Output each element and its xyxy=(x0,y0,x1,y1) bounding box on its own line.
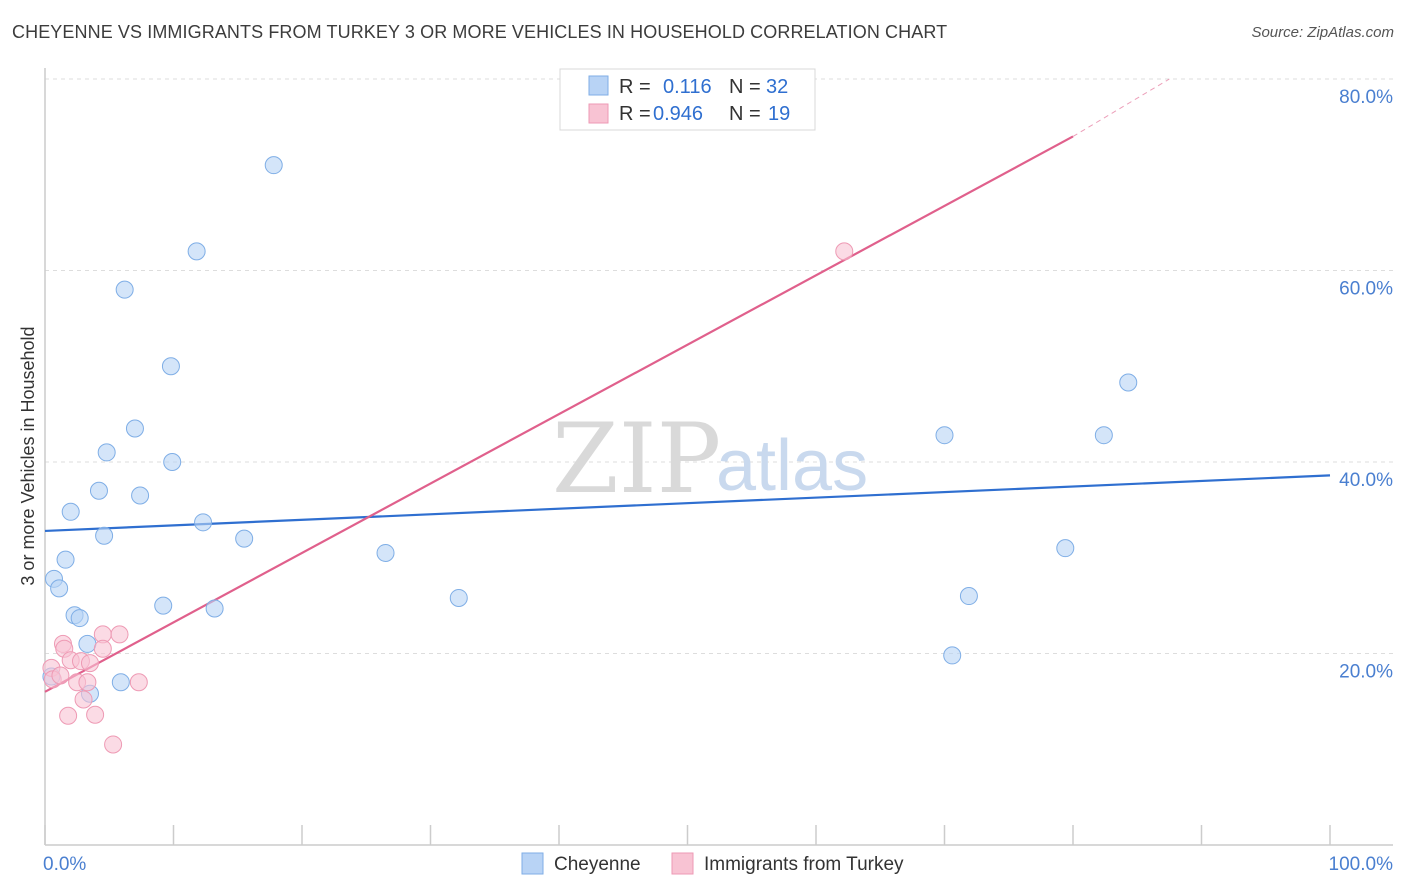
cheyenne-point xyxy=(449,588,468,607)
cheyenne-point xyxy=(1094,426,1113,445)
cheyenne-point xyxy=(376,543,395,562)
turkey-point xyxy=(835,242,854,261)
turkey-point xyxy=(104,735,123,754)
cheyenne-point xyxy=(95,526,114,545)
watermark-zip: ZIP xyxy=(552,403,721,515)
trend-line-extension-turkey xyxy=(1072,78,1170,137)
turkey-point xyxy=(80,654,99,673)
cheyenne-point xyxy=(131,486,150,505)
trend-layer xyxy=(44,78,1331,693)
cheyenne-point xyxy=(56,550,75,569)
turkey-point xyxy=(93,639,112,658)
cheyenne-point xyxy=(935,426,954,445)
cheyenne-point xyxy=(943,646,962,665)
y-tick-label: 80.0% xyxy=(1339,87,1393,108)
legend-n-value-1: 32 xyxy=(766,76,788,98)
cheyenne-point xyxy=(97,443,116,462)
x-tick-label-min: 0.0% xyxy=(43,854,86,875)
cheyenne-point xyxy=(235,529,254,548)
trend-line-cheyenne xyxy=(44,474,1331,533)
legend-n-label-2: N = xyxy=(729,103,761,125)
stats-legend: R = 0.116 N = 32 R = 0.946 N = 19 xyxy=(559,68,816,131)
turkey-point xyxy=(110,625,129,644)
point-layer xyxy=(42,156,1138,754)
cheyenne-point xyxy=(264,156,283,175)
bottom-legend-label-cheyenne: Cheyenne xyxy=(554,854,641,875)
y-tick-label: 60.0% xyxy=(1339,279,1393,300)
cheyenne-point xyxy=(89,481,108,500)
x-tick-label-max: 100.0% xyxy=(1329,854,1394,875)
legend-swatch-cheyenne xyxy=(588,75,609,96)
cheyenne-point xyxy=(205,599,224,618)
legend-swatch-turkey xyxy=(588,103,609,124)
cheyenne-point xyxy=(78,634,97,653)
turkey-point xyxy=(129,673,148,692)
turkey-point xyxy=(51,666,70,685)
cheyenne-point xyxy=(115,280,134,299)
cheyenne-point xyxy=(154,596,173,615)
watermark: ZIP atlas xyxy=(552,403,868,515)
legend-n-value-2: 19 xyxy=(768,103,790,125)
bottom-legend-swatch-cheyenne xyxy=(521,852,544,875)
turkey-point xyxy=(86,705,105,724)
cheyenne-point xyxy=(125,419,144,438)
cheyenne-point xyxy=(194,513,213,532)
bottom-legend-label-turkey: Immigrants from Turkey xyxy=(704,854,904,875)
turkey-point xyxy=(59,706,78,725)
grid-layer xyxy=(45,78,1393,654)
y-tick-label: 40.0% xyxy=(1339,470,1393,491)
cheyenne-point xyxy=(70,609,89,628)
legend-r-value-2: 0.946 xyxy=(653,103,703,125)
legend-r-label-2: R = xyxy=(619,103,651,125)
source-credit: Source: ZipAtlas.com xyxy=(1251,24,1394,41)
legend-r-value-1: 0.116 xyxy=(663,76,712,98)
cheyenne-point xyxy=(1056,539,1075,558)
y-tick-label: 20.0% xyxy=(1339,662,1393,683)
cheyenne-point xyxy=(1119,373,1138,392)
cheyenne-point xyxy=(50,579,69,598)
y-axis-label: 3 or more Vehicles in Household xyxy=(18,326,38,585)
trend-line-turkey xyxy=(44,135,1074,693)
cheyenne-point xyxy=(161,357,180,376)
axis-layer: 20.0% 40.0% 60.0% 80.0% 0.0% 100.0% xyxy=(43,68,1393,875)
cheyenne-point xyxy=(61,502,80,521)
series-legend: Cheyenne Immigrants from Turkey xyxy=(521,852,904,875)
watermark-atlas: atlas xyxy=(716,426,868,506)
cheyenne-point xyxy=(111,673,130,692)
bottom-legend-swatch-turkey xyxy=(671,852,694,875)
turkey-point xyxy=(74,690,93,709)
cheyenne-point xyxy=(187,242,206,261)
cheyenne-point xyxy=(163,453,182,471)
turkey-point xyxy=(78,673,97,692)
legend-r-label-1: R = xyxy=(619,76,651,98)
chart-title: CHEYENNE VS IMMIGRANTS FROM TURKEY 3 OR … xyxy=(12,22,948,42)
cheyenne-point xyxy=(959,587,978,606)
legend-n-label-1: N = xyxy=(729,76,761,98)
